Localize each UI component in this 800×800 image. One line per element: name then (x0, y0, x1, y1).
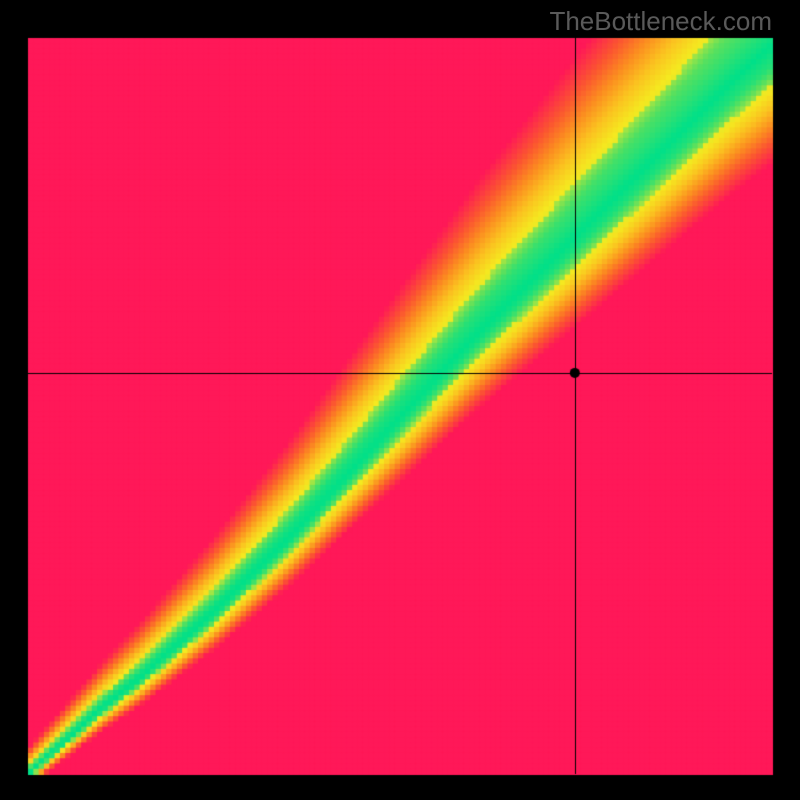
watermark-text: TheBottleneck.com (549, 6, 772, 37)
bottleneck-heatmap (0, 0, 800, 800)
